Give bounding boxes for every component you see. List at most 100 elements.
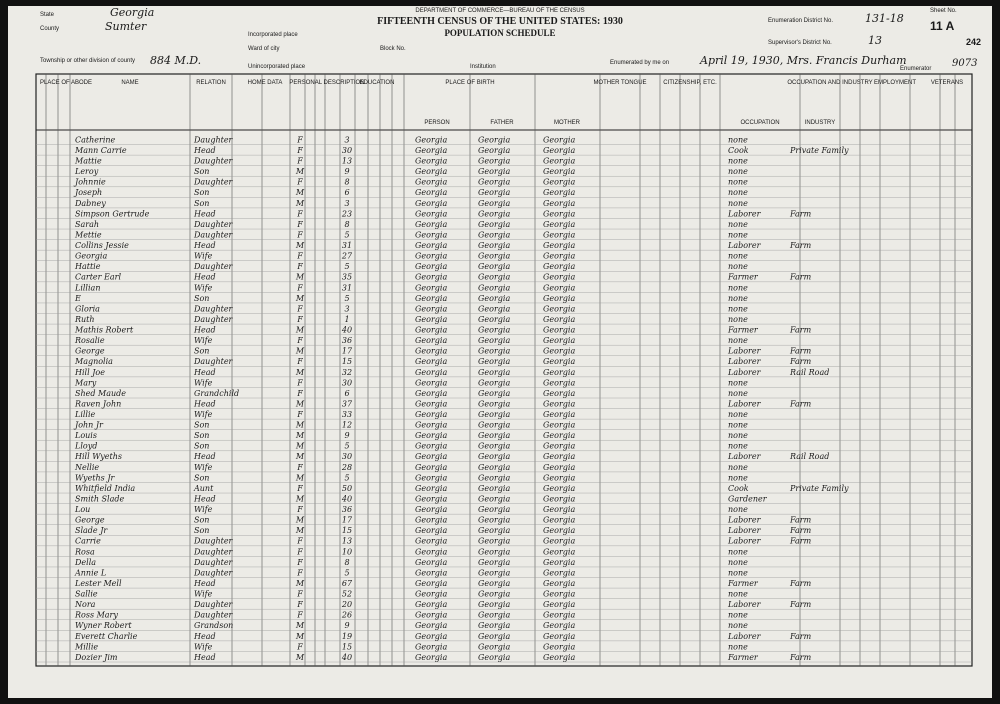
cell: Mattie xyxy=(74,157,102,166)
cell: Johnnie xyxy=(73,178,106,187)
cell: none xyxy=(728,505,748,514)
cell: Lillian xyxy=(74,283,100,292)
cell: Leroy xyxy=(74,167,99,176)
cell: F xyxy=(296,178,303,187)
cell: Head xyxy=(193,494,216,503)
cell: Georgia xyxy=(478,537,510,546)
cell: 36 xyxy=(342,505,352,514)
cell: Georgia xyxy=(478,230,510,239)
cell: none xyxy=(728,611,748,620)
cell: Cook xyxy=(728,146,749,155)
cell: Daughter xyxy=(193,611,234,620)
cell: 15 xyxy=(342,357,352,366)
cell: Georgia xyxy=(543,252,575,261)
cell: 15 xyxy=(342,642,352,651)
cell: Farm xyxy=(789,537,812,546)
cell: 67 xyxy=(342,579,353,588)
enumerator-label: Enumerator xyxy=(900,66,931,72)
cell: Georgia xyxy=(415,399,447,408)
cell: Smith Slade xyxy=(75,494,124,503)
cell: Wife xyxy=(194,590,213,599)
cell: M xyxy=(295,199,305,208)
cell: Georgia xyxy=(415,209,447,218)
cell: Hill Wyeths xyxy=(74,452,122,461)
cell: 5 xyxy=(344,568,349,577)
cell: Carter Earl xyxy=(75,273,121,282)
supervisor: 13 xyxy=(868,34,882,47)
cell: 13 xyxy=(342,537,352,546)
cell: Head xyxy=(193,632,216,641)
cell: Magnolia xyxy=(74,357,113,366)
cell: Farm xyxy=(789,516,812,525)
cell: none xyxy=(728,167,748,176)
cell: 40 xyxy=(341,326,352,335)
cell: Georgia xyxy=(478,653,510,662)
cell: Georgia xyxy=(543,547,575,556)
cell: Laborer xyxy=(727,632,762,641)
cell: 28 xyxy=(341,463,352,472)
cell: Daughter xyxy=(193,304,234,313)
cell: Georgia xyxy=(415,642,447,651)
cell: M xyxy=(295,632,305,641)
cell: Georgia xyxy=(478,262,510,271)
cell: Georgia xyxy=(543,526,575,535)
incorporated-label: Incorporated place xyxy=(248,32,298,38)
cell: 20 xyxy=(341,600,352,609)
cell: Laborer xyxy=(727,537,762,546)
cell: Mann Carrie xyxy=(74,146,127,155)
cell: Dozier Jim xyxy=(74,653,118,662)
cell: Daughter xyxy=(193,135,234,144)
cell: M xyxy=(295,473,305,482)
cell: Farmer xyxy=(727,579,759,588)
cell: Georgia xyxy=(415,241,447,250)
cell: none xyxy=(728,220,748,229)
cell: M xyxy=(295,167,305,176)
cell: 1 xyxy=(344,315,349,324)
cell: George xyxy=(75,516,105,525)
cell: none xyxy=(728,442,748,451)
cell: 10 xyxy=(342,547,352,556)
cell: Wife xyxy=(194,336,213,345)
cell: Georgia xyxy=(415,484,447,493)
cell: M xyxy=(295,326,305,335)
cell: Georgia xyxy=(543,463,575,472)
cell: Head xyxy=(193,209,216,218)
cell: Farm xyxy=(789,241,812,250)
cell: Son xyxy=(194,167,209,176)
cell: Georgia xyxy=(478,209,510,218)
cell: Ross Mary xyxy=(74,611,118,620)
cell: Georgia xyxy=(415,442,447,451)
cell: 5 xyxy=(344,442,349,451)
cell: 5 xyxy=(344,294,349,303)
cell: Georgia xyxy=(415,273,447,282)
column-heading: EDUCATION xyxy=(360,80,395,86)
cell: Georgia xyxy=(478,146,510,155)
column-heading: HOME DATA xyxy=(248,80,283,86)
cell: Georgia xyxy=(415,473,447,482)
cell: 6 xyxy=(344,389,349,398)
cell: F xyxy=(296,568,303,577)
cell: F xyxy=(296,389,303,398)
cell: Georgia xyxy=(415,526,447,535)
cell: 40 xyxy=(341,653,352,662)
cell: Carrie xyxy=(75,537,101,546)
cell: F xyxy=(296,209,303,218)
cell: Head xyxy=(193,653,216,662)
cell: Wyner Robert xyxy=(75,621,132,630)
column-heading: PERSONAL DESCRIPTION xyxy=(289,80,364,86)
cell: Georgia xyxy=(415,304,447,313)
cell: Georgia xyxy=(478,188,510,197)
cell: none xyxy=(728,304,748,313)
cell: Hattie xyxy=(74,262,101,271)
cell: Son xyxy=(194,188,209,197)
cell: Laborer xyxy=(727,516,762,525)
cell: Georgia xyxy=(415,135,447,144)
cell: Georgia xyxy=(543,399,575,408)
cell: Shed Maude xyxy=(75,389,126,398)
cell: Georgia xyxy=(543,146,575,155)
cell: Farm xyxy=(789,273,812,282)
cell: Farm xyxy=(789,579,812,588)
table-frame xyxy=(35,73,973,667)
cell: Georgia xyxy=(478,484,510,493)
cell: M xyxy=(295,188,305,197)
